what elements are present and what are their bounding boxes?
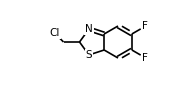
Text: Cl: Cl xyxy=(49,28,60,38)
Text: F: F xyxy=(142,21,148,31)
Text: S: S xyxy=(86,50,92,60)
Text: N: N xyxy=(85,24,93,34)
Text: F: F xyxy=(142,53,148,63)
